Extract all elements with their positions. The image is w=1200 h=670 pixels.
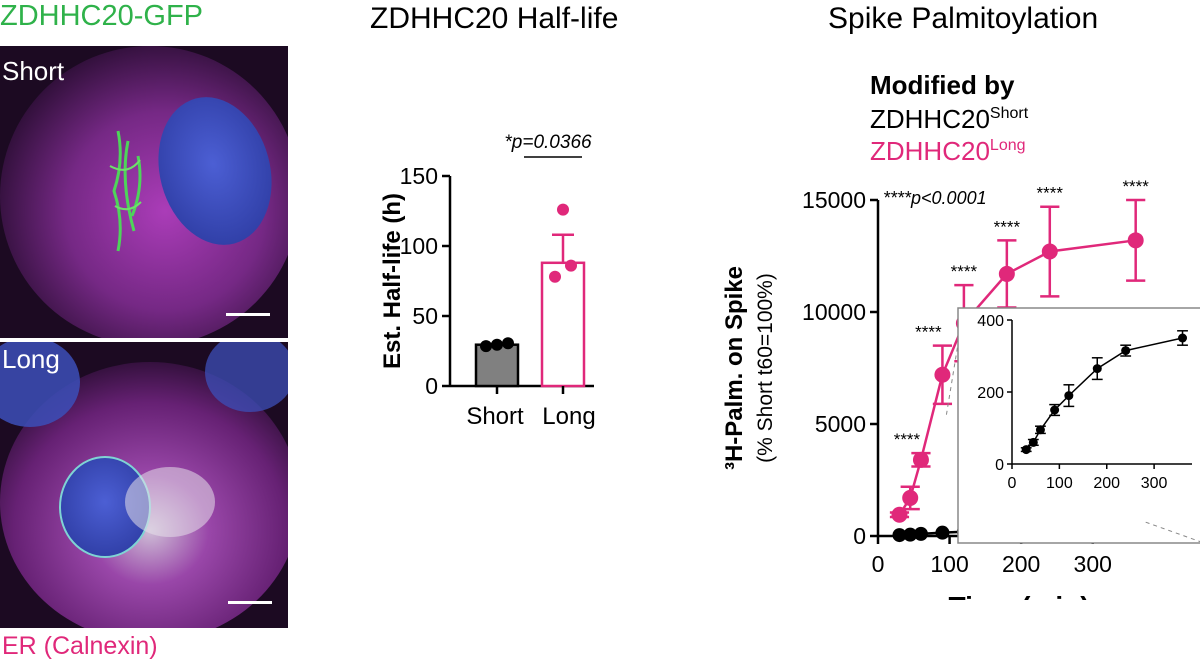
y-tick-label: 0 xyxy=(425,373,438,399)
half-life-bar-chart: 0 50 100 150 Est. Half-life (h) Short Long *p=0… xyxy=(379,132,596,430)
data-point xyxy=(502,337,514,350)
inset-short-series-point xyxy=(1121,346,1131,356)
data-point xyxy=(565,259,577,272)
legend-title: Modified by xyxy=(870,70,1015,100)
y-tick-label: 10000 xyxy=(802,299,866,325)
short-series-point xyxy=(913,526,928,541)
inset-short-series-point xyxy=(1064,391,1074,401)
data-point xyxy=(549,270,561,283)
data-point xyxy=(557,203,569,216)
long-series-point xyxy=(912,451,929,468)
long-series-point xyxy=(902,489,919,506)
left-panel-title: ZDHHC20-GFP xyxy=(0,0,204,32)
y-tick-label: 150 xyxy=(400,163,438,189)
significance-marker: **** xyxy=(994,217,1021,236)
inset-y-tick-label: 200 xyxy=(977,385,1004,402)
scale-bar-short xyxy=(226,313,270,316)
inset-short-series-point xyxy=(1092,364,1102,374)
x-tick-label: Short xyxy=(466,403,524,430)
right-panel-title: Spike Palmitoylation xyxy=(828,2,1099,35)
inset-frame xyxy=(957,307,1200,544)
short-series-point xyxy=(935,525,950,540)
legend-entry-sup: Long xyxy=(990,137,1026,154)
long-series-point xyxy=(1127,232,1144,249)
micrograph-long: Long xyxy=(0,342,288,628)
spike-palmitoylation-line-chart: Modified byZDHHC20ShortZDHHC20Long050001… xyxy=(721,70,1200,600)
data-point xyxy=(480,340,492,353)
inset-short-series-point xyxy=(1035,425,1045,435)
micrograph-long-label: Long xyxy=(2,344,60,374)
legend-entry-sup: Short xyxy=(990,105,1029,122)
long-series-point xyxy=(891,506,908,523)
micrograph-short-image xyxy=(0,46,288,338)
inset-short-series-point xyxy=(1050,405,1060,415)
legend-entry-base: ZDHHC20 xyxy=(870,104,990,134)
scale-bar-long xyxy=(228,601,272,604)
micrograph-short-label: Short xyxy=(2,56,65,86)
inset-y-tick-label: 0 xyxy=(995,457,1004,474)
legend-entry-long: ZDHHC20Long xyxy=(870,136,1026,166)
inset-short-series-point xyxy=(1028,437,1038,447)
inset-short-series-point xyxy=(1021,445,1031,455)
significance-annotation: ****p<0.0001 xyxy=(883,188,987,208)
micrograph-long-image xyxy=(0,342,288,628)
inset-leader-line xyxy=(945,343,959,415)
long-series-point xyxy=(934,366,951,383)
data-point xyxy=(491,338,503,351)
bar-long xyxy=(540,261,586,388)
x-tick-label: 300 xyxy=(1074,551,1112,577)
short-series-point xyxy=(903,527,918,542)
x-tick-label: 0 xyxy=(872,551,885,577)
legend-entry-short: ZDHHC20Short xyxy=(870,104,1029,134)
significance-marker: **** xyxy=(951,262,978,281)
x-tick-label: Long xyxy=(542,403,595,430)
bar-short xyxy=(474,343,520,388)
micrograph-short: Short xyxy=(0,46,288,338)
inset-short-series-point xyxy=(1178,333,1188,343)
inset-x-tick-label: 300 xyxy=(1141,475,1168,492)
y-axis-label-secondary: (% Short t60=100%) xyxy=(754,273,777,463)
x-axis-label: Time (min) xyxy=(948,591,1089,600)
significance-marker: **** xyxy=(1122,177,1149,196)
significance-annotation: *p=0.0366 xyxy=(504,132,592,153)
left-panel-caption: ER (Calnexin) xyxy=(2,632,158,660)
inset-y-tick-label: 400 xyxy=(977,313,1004,330)
x-tick-label: 200 xyxy=(1002,551,1040,577)
middle-panel-title: ZDHHC20 Half-life xyxy=(370,2,619,35)
significance-marker: **** xyxy=(894,430,921,449)
y-tick-label: 5000 xyxy=(815,411,866,437)
inset-leader-line xyxy=(1145,521,1200,543)
legend-entry-base: ZDHHC20 xyxy=(870,136,990,166)
y-axis-label: ³H-Palm. on Spike xyxy=(721,266,748,470)
y-tick-label: 50 xyxy=(412,303,438,329)
significance-marker: **** xyxy=(915,323,942,342)
short-series-point xyxy=(892,528,907,543)
y-tick-label: 15000 xyxy=(802,187,866,213)
y-tick-label: 0 xyxy=(853,523,866,549)
inset-x-tick-label: 200 xyxy=(1093,475,1120,492)
inset-x-tick-label: 0 xyxy=(1008,475,1017,492)
inset-x-tick-label: 100 xyxy=(1046,475,1073,492)
significance-marker: **** xyxy=(1037,184,1064,203)
y-axis-label: Est. Half-life (h) xyxy=(379,193,406,369)
x-tick-label: 100 xyxy=(930,551,968,577)
y-tick-label: 100 xyxy=(400,233,438,259)
long-series-point xyxy=(1041,243,1058,260)
long-series-point xyxy=(998,265,1015,282)
